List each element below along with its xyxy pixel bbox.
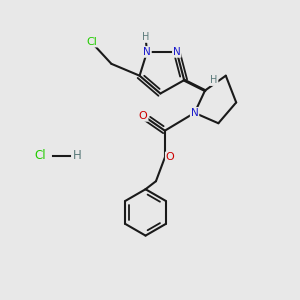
Text: N: N: [173, 47, 181, 57]
Text: H: H: [142, 32, 149, 42]
Text: N: N: [143, 47, 151, 57]
Text: O: O: [139, 111, 148, 121]
Text: Cl: Cl: [34, 149, 46, 162]
Text: H: H: [210, 75, 218, 85]
Text: H: H: [73, 149, 82, 162]
Text: O: O: [166, 152, 175, 162]
Text: N: N: [191, 108, 199, 118]
Text: Cl: Cl: [87, 37, 98, 46]
